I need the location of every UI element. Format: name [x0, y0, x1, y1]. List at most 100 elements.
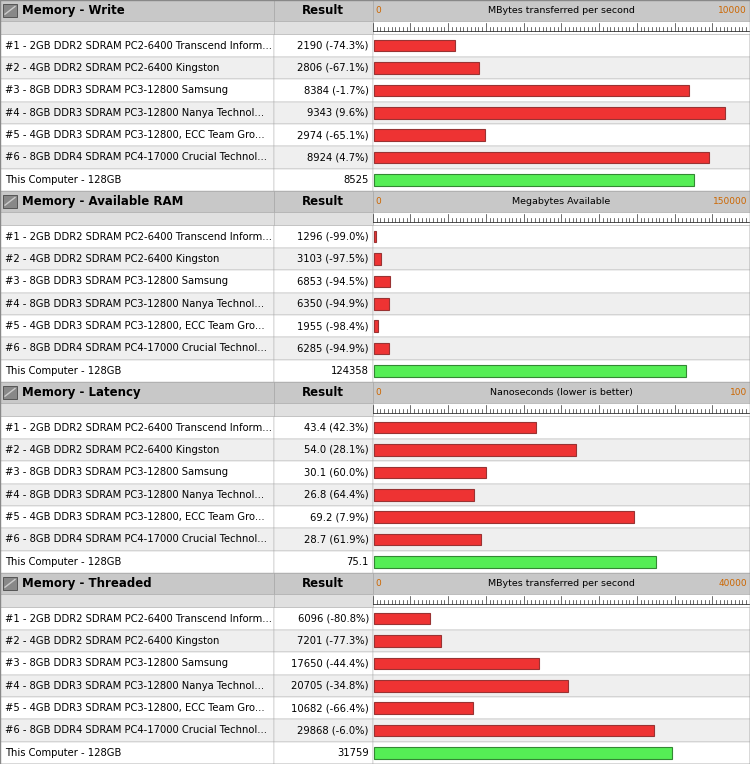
- Bar: [0, 21, 373, 34]
- Text: Result: Result: [302, 195, 344, 208]
- Bar: [274, 57, 373, 79]
- Text: This Computer - 128GB: This Computer - 128GB: [5, 557, 122, 567]
- Text: 9343 (9.6%): 9343 (9.6%): [308, 108, 369, 118]
- Bar: [274, 652, 373, 675]
- Bar: [374, 276, 390, 287]
- Bar: [373, 697, 750, 719]
- Bar: [274, 697, 373, 719]
- Bar: [0, 675, 274, 697]
- Text: #4 - 8GB DDR3 SDRAM PC3-12800 Nanya Technol...: #4 - 8GB DDR3 SDRAM PC3-12800 Nanya Tech…: [5, 681, 264, 691]
- Bar: [274, 360, 373, 382]
- Bar: [374, 747, 672, 759]
- Bar: [374, 107, 725, 118]
- Text: 75.1: 75.1: [346, 557, 369, 567]
- Bar: [374, 174, 694, 186]
- Bar: [0, 124, 274, 146]
- Bar: [274, 124, 373, 146]
- Text: 150000: 150000: [712, 197, 747, 206]
- Text: 31759: 31759: [337, 748, 369, 758]
- Bar: [373, 551, 750, 573]
- Bar: [373, 79, 750, 102]
- Bar: [373, 594, 750, 607]
- Text: 40000: 40000: [718, 579, 747, 588]
- Bar: [0, 461, 274, 484]
- Bar: [373, 461, 750, 484]
- Bar: [274, 742, 373, 764]
- Bar: [373, 124, 750, 146]
- Bar: [374, 253, 380, 265]
- Bar: [373, 270, 750, 293]
- Text: #4 - 8GB DDR3 SDRAM PC3-12800 Nanya Technol...: #4 - 8GB DDR3 SDRAM PC3-12800 Nanya Tech…: [5, 490, 264, 500]
- Bar: [274, 337, 373, 360]
- Bar: [274, 461, 373, 484]
- Bar: [374, 129, 485, 141]
- Text: #5 - 4GB DDR3 SDRAM PC3-12800, ECC Team Gro...: #5 - 4GB DDR3 SDRAM PC3-12800, ECC Team …: [5, 703, 265, 713]
- Bar: [373, 21, 750, 34]
- Bar: [274, 34, 373, 57]
- Bar: [374, 511, 634, 523]
- Text: 17650 (-44.4%): 17650 (-44.4%): [291, 659, 369, 668]
- Text: Result: Result: [302, 577, 344, 590]
- Bar: [0, 34, 274, 57]
- Bar: [0, 594, 373, 607]
- Text: 1296 (-99.0%): 1296 (-99.0%): [297, 231, 369, 241]
- Bar: [373, 212, 750, 225]
- Bar: [0, 79, 274, 102]
- Bar: [373, 652, 750, 675]
- Bar: [0, 102, 274, 124]
- Bar: [0, 315, 274, 337]
- Bar: [0, 484, 274, 506]
- Bar: [274, 630, 373, 652]
- Text: #6 - 8GB DDR4 SDRAM PC4-17000 Crucial Technol...: #6 - 8GB DDR4 SDRAM PC4-17000 Crucial Te…: [5, 535, 267, 545]
- Text: #1 - 2GB DDR2 SDRAM PC2-6400 Transcend Inform...: #1 - 2GB DDR2 SDRAM PC2-6400 Transcend I…: [5, 231, 272, 241]
- Bar: [274, 607, 373, 630]
- Text: 2806 (-67.1%): 2806 (-67.1%): [297, 63, 369, 73]
- Text: 69.2 (7.9%): 69.2 (7.9%): [310, 512, 369, 522]
- Text: This Computer - 128GB: This Computer - 128GB: [5, 366, 122, 376]
- Text: 7201 (-77.3%): 7201 (-77.3%): [297, 636, 369, 646]
- Bar: [274, 248, 373, 270]
- Bar: [0, 0, 750, 21]
- Text: Memory - Latency: Memory - Latency: [22, 386, 141, 399]
- Bar: [373, 225, 750, 248]
- Bar: [374, 467, 486, 478]
- Bar: [374, 533, 481, 545]
- Bar: [274, 506, 373, 528]
- Bar: [373, 506, 750, 528]
- Text: #1 - 2GB DDR2 SDRAM PC2-6400 Transcend Inform...: #1 - 2GB DDR2 SDRAM PC2-6400 Transcend I…: [5, 422, 272, 432]
- Bar: [0, 719, 274, 742]
- Text: 2974 (-65.1%): 2974 (-65.1%): [297, 130, 369, 140]
- Text: Nanoseconds (lower is better): Nanoseconds (lower is better): [490, 388, 633, 397]
- Text: #3 - 8GB DDR3 SDRAM PC3-12800 Samsung: #3 - 8GB DDR3 SDRAM PC3-12800 Samsung: [5, 277, 228, 286]
- Bar: [0, 528, 274, 551]
- Bar: [374, 422, 536, 433]
- Text: #2 - 4GB DDR2 SDRAM PC2-6400 Kingston: #2 - 4GB DDR2 SDRAM PC2-6400 Kingston: [5, 63, 219, 73]
- Bar: [3, 577, 17, 590]
- Bar: [274, 416, 373, 439]
- Bar: [374, 85, 689, 96]
- Bar: [274, 675, 373, 697]
- Text: Result: Result: [302, 386, 344, 399]
- Bar: [373, 719, 750, 742]
- Text: 2190 (-74.3%): 2190 (-74.3%): [297, 40, 369, 50]
- Text: #1 - 2GB DDR2 SDRAM PC2-6400 Transcend Inform...: #1 - 2GB DDR2 SDRAM PC2-6400 Transcend I…: [5, 40, 272, 50]
- Bar: [0, 212, 373, 225]
- Bar: [274, 270, 373, 293]
- Bar: [0, 382, 750, 403]
- Bar: [0, 169, 274, 191]
- Text: #1 - 2GB DDR2 SDRAM PC2-6400 Transcend Inform...: #1 - 2GB DDR2 SDRAM PC2-6400 Transcend I…: [5, 613, 272, 623]
- Bar: [373, 248, 750, 270]
- Text: #6 - 8GB DDR4 SDRAM PC4-17000 Crucial Technol...: #6 - 8GB DDR4 SDRAM PC4-17000 Crucial Te…: [5, 726, 267, 736]
- Text: 8924 (4.7%): 8924 (4.7%): [308, 153, 369, 163]
- Bar: [0, 652, 274, 675]
- Bar: [274, 293, 373, 315]
- Bar: [0, 337, 274, 360]
- Bar: [374, 342, 388, 354]
- Bar: [0, 360, 274, 382]
- Bar: [274, 528, 373, 551]
- Bar: [373, 528, 750, 551]
- Text: 3103 (-97.5%): 3103 (-97.5%): [297, 254, 369, 264]
- Text: 100: 100: [730, 388, 747, 397]
- Bar: [374, 489, 474, 500]
- Bar: [274, 719, 373, 742]
